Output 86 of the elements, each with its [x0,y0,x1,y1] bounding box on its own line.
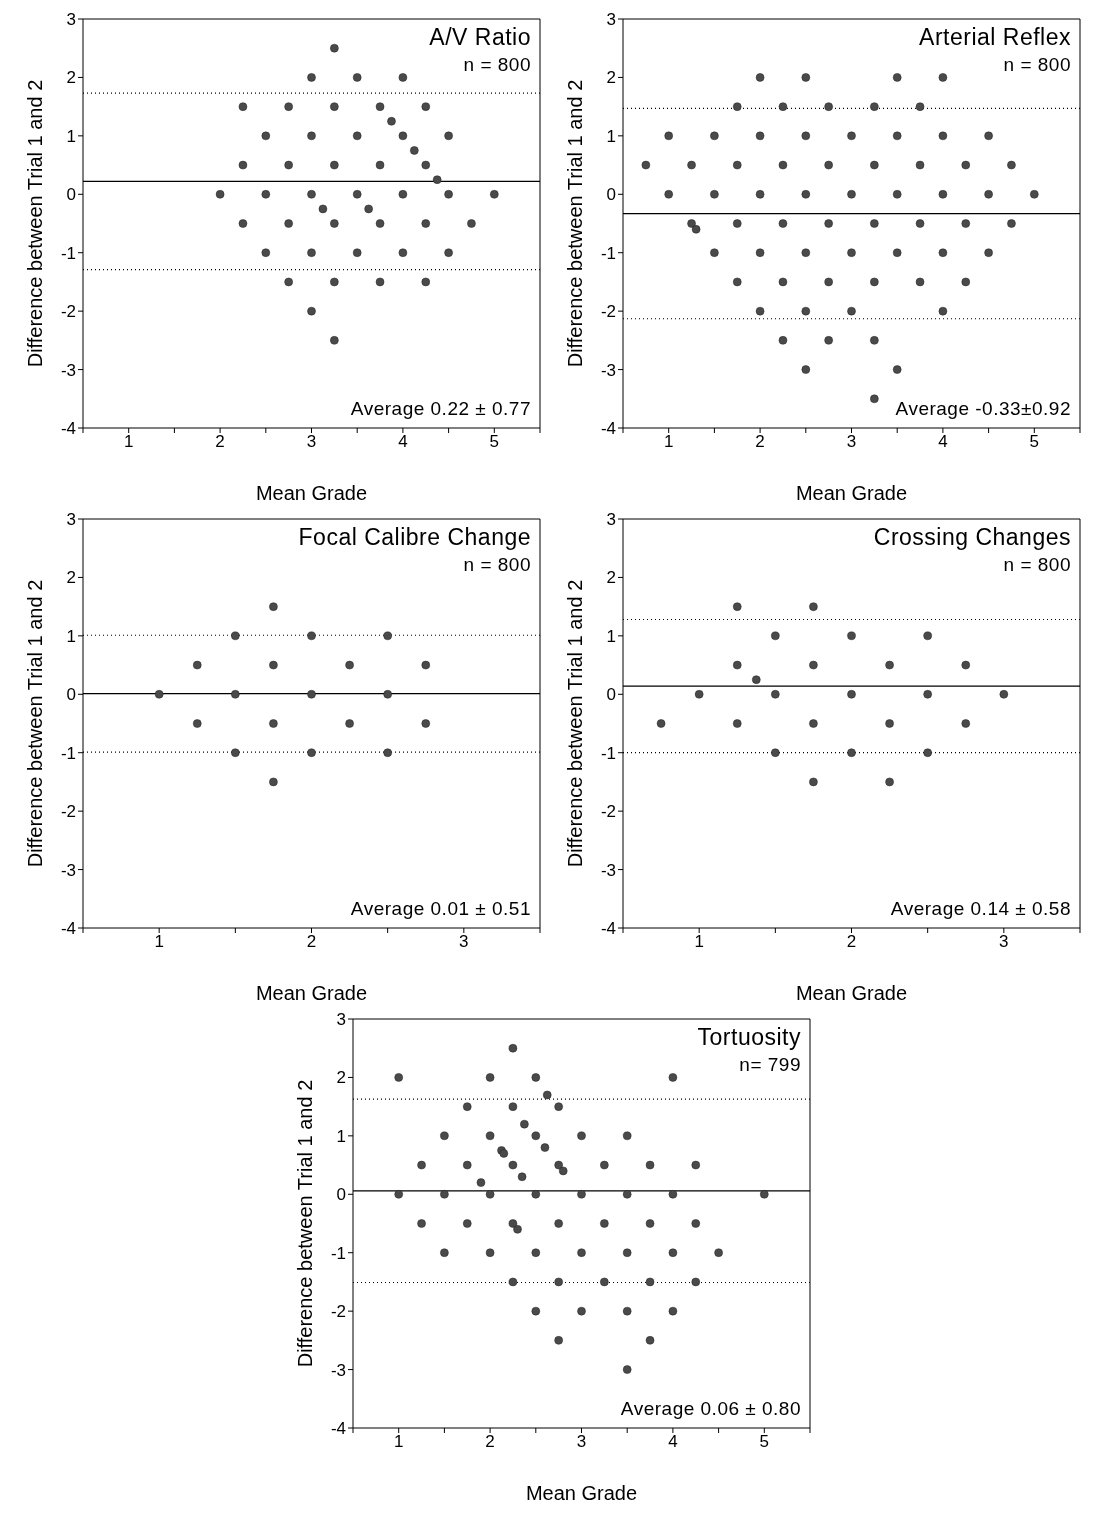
annotation: Average 0.01 ± 0.51 [350,898,531,920]
annotation: Average 0.14 ± 0.58 [890,898,1071,920]
y-axis-title: Difference between Trial 1 and 2 [564,79,587,368]
x-tick-label: 1 [154,932,164,952]
x-tick-label: 4 [668,1432,678,1452]
x-axis-title: Mean Grade [255,482,368,504]
x-tick-label: 2 [215,432,225,452]
x-tick-label: 3 [576,1432,587,1452]
y-tick-label: 3 [336,1010,346,1030]
x-tick-label: 2 [306,932,317,952]
y-tick-label: 2 [606,568,616,588]
y-tick-label: 0 [66,685,76,705]
x-axis-title: Mean Grade [795,482,908,504]
x-tick-label: 5 [1029,432,1040,452]
y-tick-label: -4 [600,419,616,439]
chart-title: Tortuosity [697,1024,801,1051]
y-axis-title: Difference between Trial 1 and 2 [564,579,587,868]
y-tick-label: -4 [330,1419,346,1439]
chart-title: Crossing Changes [873,524,1071,551]
annotation: Average 0.06 ± 0.80 [620,1398,801,1420]
y-tick-label: -3 [330,1360,346,1380]
annotation: n = 800 [462,53,531,77]
y-tick-label: -3 [60,860,76,880]
y-tick-label: -1 [330,1243,346,1263]
y-tick-label: -4 [60,919,76,939]
y-tick-label: -4 [600,919,616,939]
y-tick-label: -2 [60,802,76,822]
chart-title: Focal Calibre Change [298,524,531,551]
y-tick-label: 3 [66,510,76,530]
y-tick-label: -2 [600,802,616,822]
y-tick-label: 3 [606,510,616,530]
y-axis-title: Difference between Trial 1 and 2 [24,579,47,868]
x-tick-label: 5 [759,1432,770,1452]
chart-title: A/V Ratio [429,24,531,51]
y-tick-label: -3 [600,860,616,880]
y-tick-label: 1 [66,626,76,646]
x-tick-label: 3 [846,432,857,452]
y-tick-label: 3 [606,10,616,30]
x-axis-title: Mean Grade [795,982,908,1004]
y-tick-label: 0 [336,1185,346,1205]
x-axis-title: Mean Grade [525,1482,638,1504]
y-tick-label: -1 [600,743,616,763]
y-tick-label: -4 [60,419,76,439]
y-tick-label: 1 [336,1126,346,1146]
x-tick-label: 2 [755,432,765,452]
annotation: n= 799 [738,1053,801,1077]
annotation: Average 0.22 ± 0.77 [350,398,531,420]
y-tick-label: 0 [606,685,616,705]
y-tick-label: -3 [60,360,76,380]
annotation: n = 800 [1002,53,1071,77]
x-tick-label: 4 [398,432,408,452]
y-tick-label: 2 [606,68,616,88]
x-tick-label: 2 [846,932,857,952]
y-tick-label: 1 [606,126,616,146]
y-tick-label: 2 [336,1068,346,1088]
x-tick-label: 3 [999,932,1009,952]
y-tick-label: -1 [60,243,76,263]
x-tick-label: 2 [485,1432,495,1452]
y-tick-label: -1 [60,743,76,763]
y-tick-label: 2 [66,568,76,588]
y-tick-label: 0 [66,185,76,205]
y-tick-label: 1 [66,126,76,146]
x-tick-label: 1 [694,932,704,952]
y-tick-label: 3 [66,10,76,30]
annotation: n = 800 [462,553,531,577]
x-tick-label: 1 [663,432,674,452]
chart-title: Arterial Reflex [919,24,1071,51]
x-tick-label: 3 [459,932,469,952]
x-tick-label: 1 [123,432,134,452]
y-tick-label: -2 [330,1302,346,1322]
y-tick-label: -3 [600,360,616,380]
y-tick-label: 0 [606,185,616,205]
y-tick-label: -2 [600,302,616,322]
x-tick-label: 4 [938,432,948,452]
x-tick-label: 5 [489,432,500,452]
annotation: n = 800 [1002,553,1071,577]
y-axis-title: Difference between Trial 1 and 2 [24,79,47,368]
x-axis-title: Mean Grade [255,982,368,1004]
y-tick-label: 1 [606,626,616,646]
y-tick-label: -2 [60,302,76,322]
y-tick-label: 2 [66,68,76,88]
x-tick-label: 1 [393,1432,404,1452]
y-axis-title: Difference between Trial 1 and 2 [294,1079,317,1368]
y-tick-label: -1 [600,243,616,263]
annotation: Average -0.33±0.92 [895,398,1071,420]
x-tick-label: 3 [306,432,317,452]
